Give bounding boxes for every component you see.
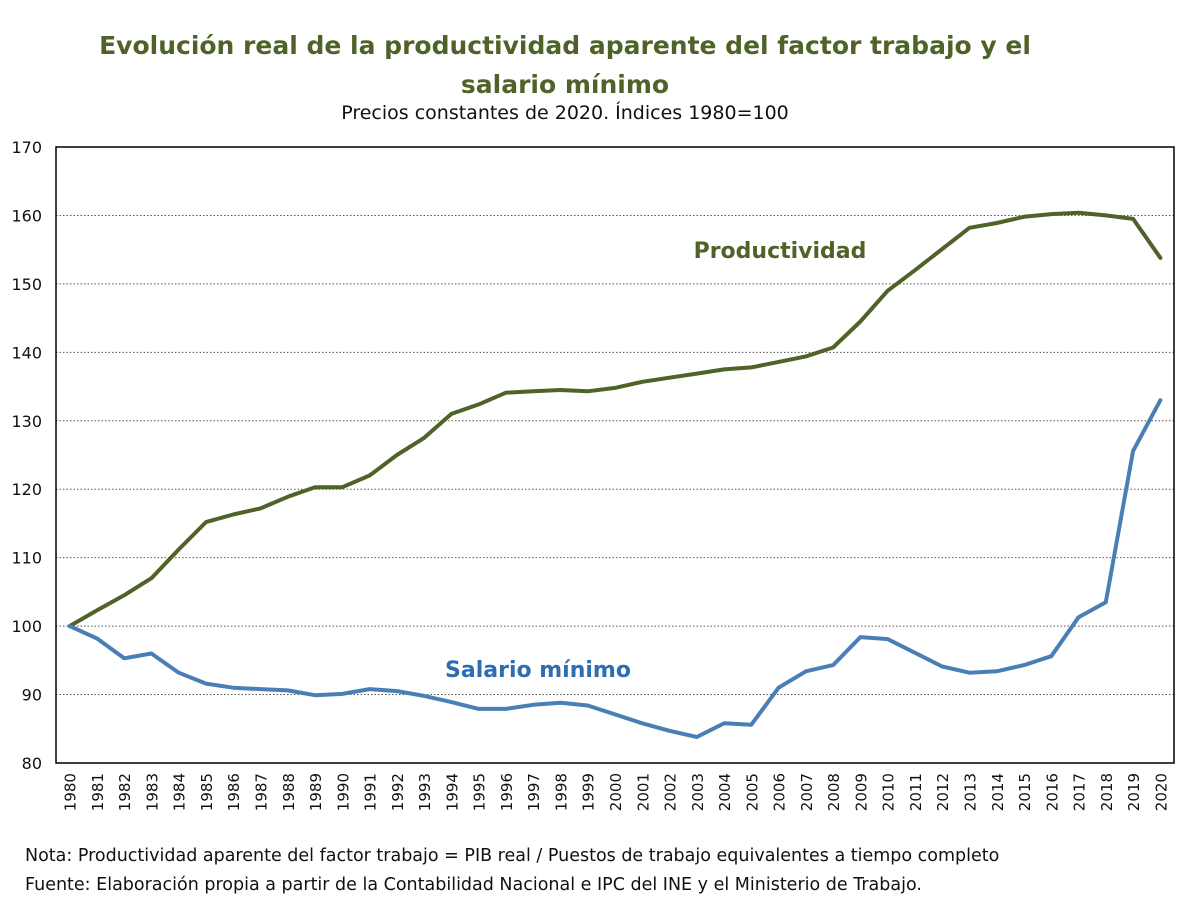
x-tick-label: 1988 [280, 773, 298, 811]
x-tick-label: 1987 [253, 773, 271, 811]
y-tick-label: 80 [22, 754, 42, 773]
chart-title: Evolución real de la productividad apare… [0, 26, 1130, 104]
y-tick-label: 130 [11, 412, 42, 431]
gridlines [56, 214, 1174, 696]
x-tick-label: 1994 [443, 773, 461, 811]
chart-title-line-1: Evolución real de la productividad apare… [99, 31, 1031, 60]
x-tick-label: 2001 [634, 773, 652, 811]
x-tick-label: 2010 [880, 773, 898, 811]
x-tick-label: 2018 [1098, 773, 1116, 811]
x-tick-label: 1985 [198, 773, 216, 811]
x-tick-label: 1990 [334, 773, 352, 811]
y-tick-label: 100 [11, 617, 42, 636]
x-tick-label: 1982 [116, 773, 134, 811]
x-tick-label: 2002 [662, 773, 680, 811]
series-lines [67, 210, 1163, 739]
x-tick-label: 1995 [471, 773, 489, 811]
x-tick-label: 2007 [798, 773, 816, 811]
y-tick-label: 120 [11, 480, 42, 499]
x-tick-label: 1984 [171, 773, 189, 811]
x-tick-label: 1997 [525, 773, 543, 811]
source-note: Fuente: Elaboración propia a partir de l… [25, 875, 922, 895]
series-line-2 [67, 398, 1163, 739]
x-tick-label: 1980 [62, 773, 80, 811]
x-tick-label: 2000 [607, 773, 625, 811]
x-tick-label: 1993 [416, 773, 434, 811]
x-tick-label: 2019 [1125, 773, 1143, 811]
x-tick-label: 2009 [852, 773, 870, 811]
x-tick-label: 1991 [362, 773, 380, 811]
x-tick-label: 1981 [89, 773, 107, 811]
chart-title-line-2: salario mínimo [460, 70, 670, 99]
plot-area [55, 146, 1175, 764]
y-tick-label: 160 [11, 206, 42, 225]
y-tick-label: 90 [22, 686, 42, 705]
x-tick-label: 2013 [961, 773, 979, 811]
x-tick-label: 2005 [743, 773, 761, 811]
x-tick-label: 1996 [498, 773, 516, 811]
chart-subtitle: Precios constantes de 2020. Índices 1980… [341, 102, 789, 124]
series-label-2: Salario mínimo [445, 658, 631, 683]
x-tick-label: 1983 [143, 773, 161, 811]
x-tick-label: 2008 [825, 773, 843, 811]
y-tick-label: 110 [11, 549, 42, 568]
footnote: Nota: Productividad aparente del factor … [25, 846, 1000, 866]
x-tick-label: 1989 [307, 773, 325, 811]
series-line-1 [67, 210, 1163, 629]
y-tick-label: 170 [11, 138, 42, 157]
series-label-1: Productividad [694, 239, 867, 264]
x-tick-label: 1999 [580, 773, 598, 811]
x-tick-label: 2015 [1016, 773, 1034, 811]
x-tick-label: 2012 [934, 773, 952, 811]
x-tick-label: 2003 [689, 773, 707, 811]
x-tick-label: 2014 [989, 773, 1007, 811]
y-tick-label: 150 [11, 275, 42, 294]
x-axis-tick-labels: 1980 1981 1982 1983 1984 1985 1986 1987 1988 1989… [62, 773, 1171, 811]
y-tick-label: 140 [11, 343, 42, 362]
x-tick-label: 2004 [716, 773, 734, 811]
x-tick-label: 2011 [907, 773, 925, 811]
x-tick-label: 2017 [1071, 773, 1089, 811]
x-tick-label: 2020 [1152, 773, 1170, 811]
series-labels: Productividad Salario mínimo [445, 239, 866, 683]
x-tick-label: 2016 [1043, 773, 1061, 811]
y-axis-tick-labels: 80 90 100 110 120 130 140 150 160 170 [11, 138, 42, 773]
x-tick-label: 1992 [389, 773, 407, 811]
x-tick-label: 1986 [225, 773, 243, 811]
x-tick-label: 1998 [552, 773, 570, 811]
x-tick-label: 2006 [771, 773, 789, 811]
